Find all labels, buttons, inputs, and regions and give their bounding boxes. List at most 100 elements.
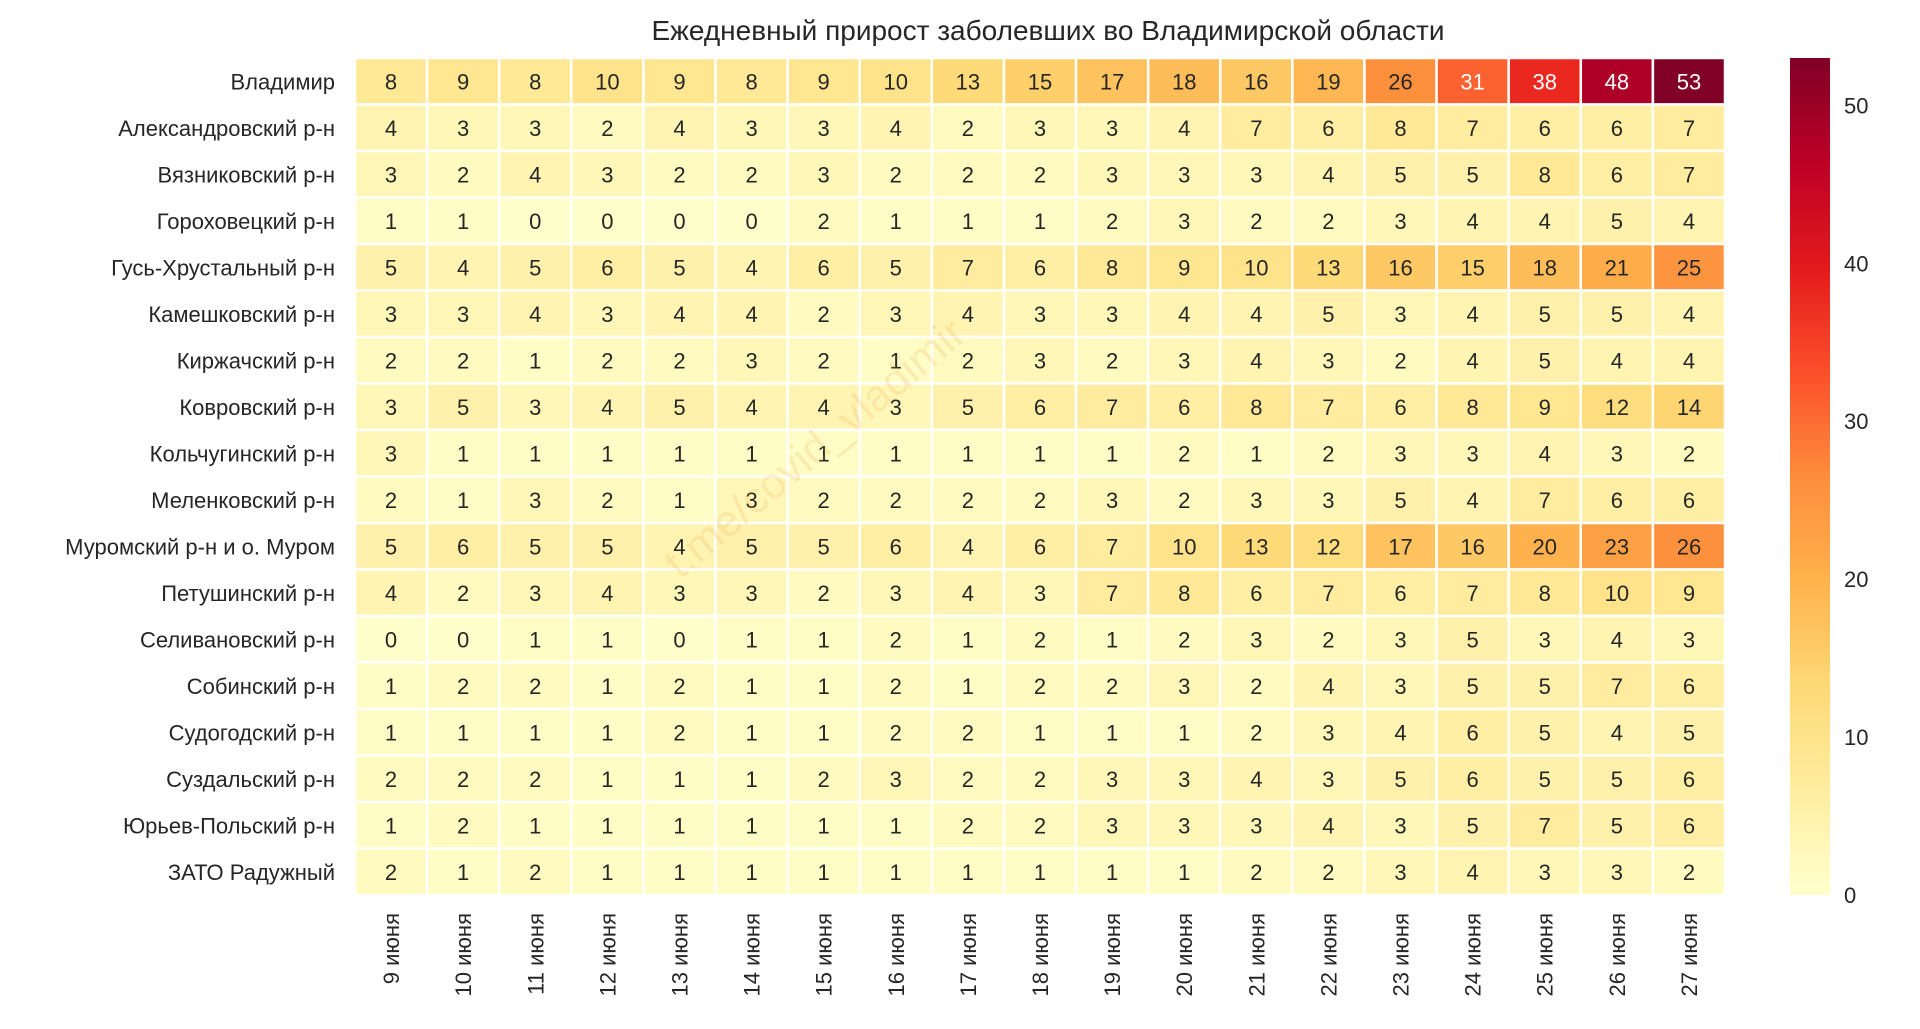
cell-value-label: 1 <box>385 209 397 234</box>
cell-value-label: 3 <box>818 116 830 141</box>
cell-value-label: 5 <box>818 534 830 559</box>
heatmap-cell <box>714 800 789 850</box>
heatmap-cell <box>786 614 861 664</box>
cell-value-label: 2 <box>962 767 974 792</box>
heatmap-cell <box>714 614 789 664</box>
cell-value-label: 1 <box>529 627 541 652</box>
cell-value-label: 8 <box>385 69 397 94</box>
heatmap-cell <box>1363 335 1438 385</box>
column-label: 14 июня <box>740 913 765 996</box>
heatmap-cell <box>353 289 429 339</box>
cell-value-label: 19 <box>1316 69 1340 94</box>
heatmap-cell <box>1291 382 1366 432</box>
cell-value-label: 1 <box>745 767 757 792</box>
heatmap-cell <box>1507 335 1583 385</box>
heatmap-cell <box>786 475 861 525</box>
cell-value-label: 1 <box>457 488 469 513</box>
cell-value-label: 4 <box>1683 209 1695 234</box>
cell-value-label: 5 <box>673 395 685 420</box>
cell-value-label: 6 <box>1683 674 1695 699</box>
cell-value-label: 5 <box>1394 767 1406 792</box>
heatmap-cell <box>353 521 429 571</box>
cell-value-label: 3 <box>890 395 902 420</box>
column-label: 13 июня <box>667 913 692 996</box>
cell-value-label: 2 <box>890 488 902 513</box>
cell-value-label: 4 <box>1250 302 1262 327</box>
cell-value-label: 3 <box>1322 720 1334 745</box>
row-label: Петушинский р-н <box>161 581 335 606</box>
cell-value-label: 1 <box>962 441 974 466</box>
cell-value-label: 1 <box>529 720 541 745</box>
cell-value-label: 3 <box>1611 860 1623 885</box>
cell-value-label: 1 <box>529 348 541 373</box>
heatmap-cell <box>858 335 934 385</box>
heatmap-cell <box>1219 289 1294 339</box>
cell-value-label: 5 <box>385 255 397 280</box>
cell-value-label: 5 <box>1467 162 1479 187</box>
cell-value-label: 16 <box>1460 534 1484 559</box>
heatmap-cell <box>570 289 645 339</box>
heatmap-cell <box>1219 568 1294 618</box>
cell-value-label: 10 <box>1244 255 1268 280</box>
row-label: Александровский р-н <box>118 116 335 141</box>
column-label: 19 июня <box>1100 913 1125 996</box>
cell-value-label: 5 <box>1467 627 1479 652</box>
cell-value-label: 3 <box>1394 674 1406 699</box>
cell-value-label: 1 <box>601 441 613 466</box>
cell-value-label: 15 <box>1460 255 1484 280</box>
cell-value-label: 5 <box>529 255 541 280</box>
cell-value-label: 3 <box>1034 581 1046 606</box>
heatmap-cell <box>1002 382 1078 432</box>
cell-value-label: 3 <box>1539 627 1551 652</box>
cell-value-label: 4 <box>1683 348 1695 373</box>
heatmap-cell <box>642 428 717 478</box>
heatmap-cell <box>786 754 861 804</box>
cell-value-label: 2 <box>457 348 469 373</box>
cell-value-label: 2 <box>818 302 830 327</box>
heatmap-cell <box>786 196 861 246</box>
cell-value-label: 3 <box>1106 767 1118 792</box>
cell-value-label: 4 <box>385 116 397 141</box>
heatmap-cell <box>930 800 1006 850</box>
cell-value-label: 20 <box>1532 534 1556 559</box>
heatmap-cell <box>642 754 717 804</box>
cell-value-label: 4 <box>745 255 757 280</box>
cell-value-label: 8 <box>745 69 757 94</box>
heatmap-cell <box>1579 149 1655 199</box>
cell-value-label: 3 <box>1106 162 1118 187</box>
cell-value-label: 2 <box>1034 767 1046 792</box>
cell-value-label: 1 <box>745 627 757 652</box>
cell-value-label: 6 <box>1467 720 1479 745</box>
heatmap-cell <box>1507 707 1583 757</box>
heatmap-cell <box>930 475 1006 525</box>
heatmap-cell <box>1435 568 1510 618</box>
heatmap-cell <box>1002 149 1078 199</box>
cell-value-label: 0 <box>673 627 685 652</box>
heatmap-cell <box>930 242 1006 292</box>
cell-value-label: 3 <box>457 116 469 141</box>
cell-value-label: 3 <box>529 116 541 141</box>
cell-value-label: 7 <box>1467 116 1479 141</box>
cell-value-label: 9 <box>1683 581 1695 606</box>
cell-value-label: 3 <box>385 395 397 420</box>
heatmap-cell <box>714 847 789 897</box>
cell-value-label: 1 <box>1106 720 1118 745</box>
heatmap-cell <box>858 568 934 618</box>
cell-value-label: 1 <box>818 627 830 652</box>
cell-value-label: 4 <box>1178 116 1190 141</box>
heatmap-cell <box>1291 568 1366 618</box>
cell-value-label: 7 <box>1250 116 1262 141</box>
cell-value-label: 3 <box>745 116 757 141</box>
heatmap-cell <box>1146 56 1222 106</box>
cell-value-label: 7 <box>1106 534 1118 559</box>
cell-value-label: 9 <box>457 69 469 94</box>
cell-value-label: 3 <box>1322 488 1334 513</box>
cell-value-label: 6 <box>1683 488 1695 513</box>
row-label: Камешковский р-н <box>148 302 335 327</box>
cell-value-label: 5 <box>962 395 974 420</box>
cell-value-label: 1 <box>457 441 469 466</box>
cell-value-label: 2 <box>529 767 541 792</box>
row-label: Гороховецкий р-н <box>157 209 335 234</box>
cell-value-label: 4 <box>673 534 685 559</box>
cell-value-label: 4 <box>457 255 469 280</box>
